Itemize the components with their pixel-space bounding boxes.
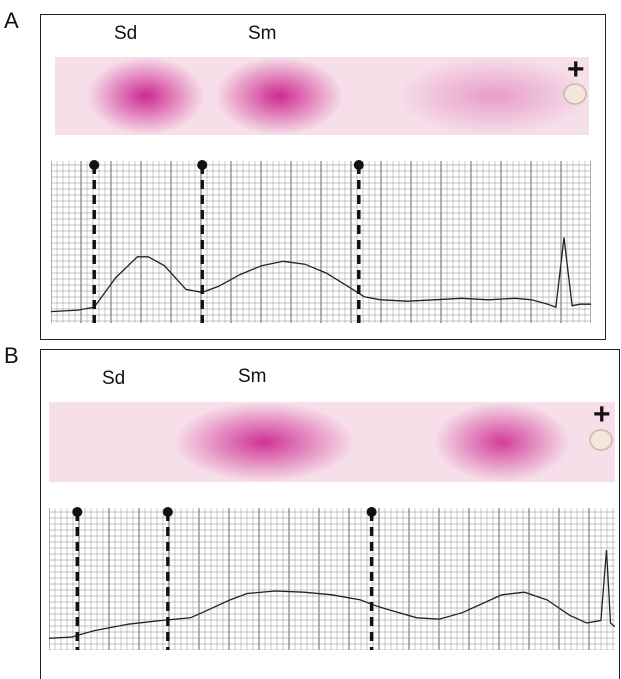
stained-band	[215, 57, 344, 135]
panel-b-densitometry-scan	[49, 502, 615, 650]
graph-paper-grid	[51, 161, 591, 323]
panel-b: Sd Sm +	[40, 349, 620, 679]
panel-b-label-sm: Sm	[238, 366, 267, 387]
anode-plus-icon: +	[567, 57, 585, 86]
panel-b-letter: B	[4, 343, 19, 368]
marker-head-icon	[162, 507, 173, 517]
panel-a-label-sm: Sm	[248, 23, 277, 44]
panel-a-electrophoresis-strip: +	[55, 57, 589, 135]
panel-a-densitometry-scan	[51, 155, 591, 323]
stained-band	[87, 57, 205, 135]
densitometry-trace	[51, 237, 591, 313]
sample-origin-well	[589, 429, 613, 451]
sample-origin-well	[563, 83, 587, 105]
stained-band	[433, 402, 570, 482]
panel-b-label-sd: Sd	[102, 368, 126, 389]
panel-b-electrophoresis-strip: +	[49, 402, 615, 482]
stained-band	[173, 402, 355, 482]
panel-a-label-sd: Sd	[114, 23, 138, 44]
densitometry-trace	[49, 549, 615, 639]
marker-head-icon	[366, 507, 377, 517]
marker-head-icon	[72, 507, 83, 517]
marker-head-icon	[89, 160, 100, 170]
anode-plus-icon: +	[593, 402, 611, 431]
stained-band	[396, 57, 589, 135]
marker-head-icon	[353, 160, 364, 170]
panel-a: Sd Sm +	[40, 14, 606, 340]
marker-head-icon	[197, 160, 208, 170]
panel-a-letter: A	[4, 8, 19, 33]
graph-paper-grid	[49, 508, 615, 650]
